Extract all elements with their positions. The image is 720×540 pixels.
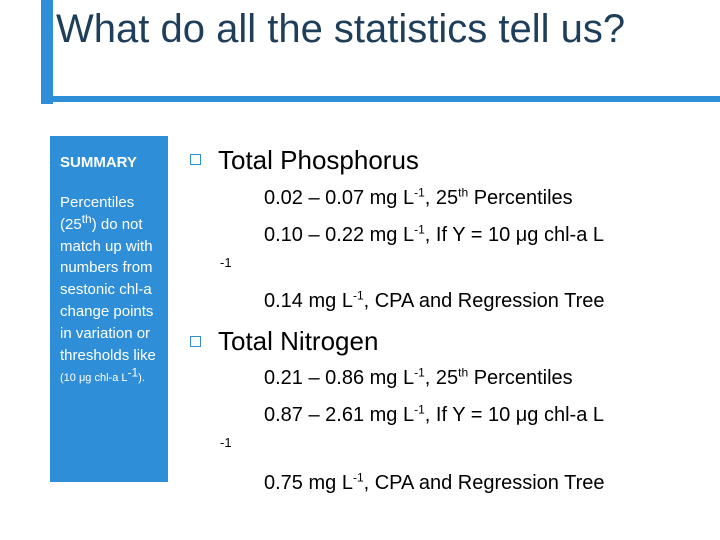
summary-panel: SUMMARY Percentiles (25th) do not match … <box>50 136 168 482</box>
summary-body: Percentiles (25th) do not match up with … <box>60 194 156 385</box>
nitrogen-percentile-line: 0.21 – 0.86 mg L-1, 25th Percentiles <box>264 365 573 389</box>
nitrogen-heading: Total Nitrogen <box>218 326 379 356</box>
phosphorus-chl-line: 0.10 – 0.22 mg L-1, If Y = 10 μg chl-a L <box>264 222 605 246</box>
phosphorus-heading: Total Phosphorus <box>218 145 419 175</box>
bullet-square-icon <box>190 154 201 165</box>
nitrogen-stray-exponent: -1 <box>220 435 232 450</box>
phosphorus-stray-exponent: -1 <box>220 255 232 270</box>
summary-heading: SUMMARY <box>60 154 137 171</box>
bullet-square-icon <box>190 336 201 347</box>
nitrogen-cpa-line: 0.75 mg L-1, CPA and Regression Tree <box>264 470 605 494</box>
nitrogen-chl-line: 0.87 – 2.61 mg L-1, If Y = 10 μg chl-a L <box>264 402 605 426</box>
phosphorus-percentile-line: 0.02 – 0.07 mg L-1, 25th Percentiles <box>264 185 573 209</box>
slide-title: What do all the statistics tell us? <box>56 7 626 51</box>
title-rule <box>53 96 720 102</box>
phosphorus-cpa-line: 0.14 mg L-1, CPA and Regression Tree <box>264 288 605 312</box>
accent-bar <box>41 0 53 104</box>
